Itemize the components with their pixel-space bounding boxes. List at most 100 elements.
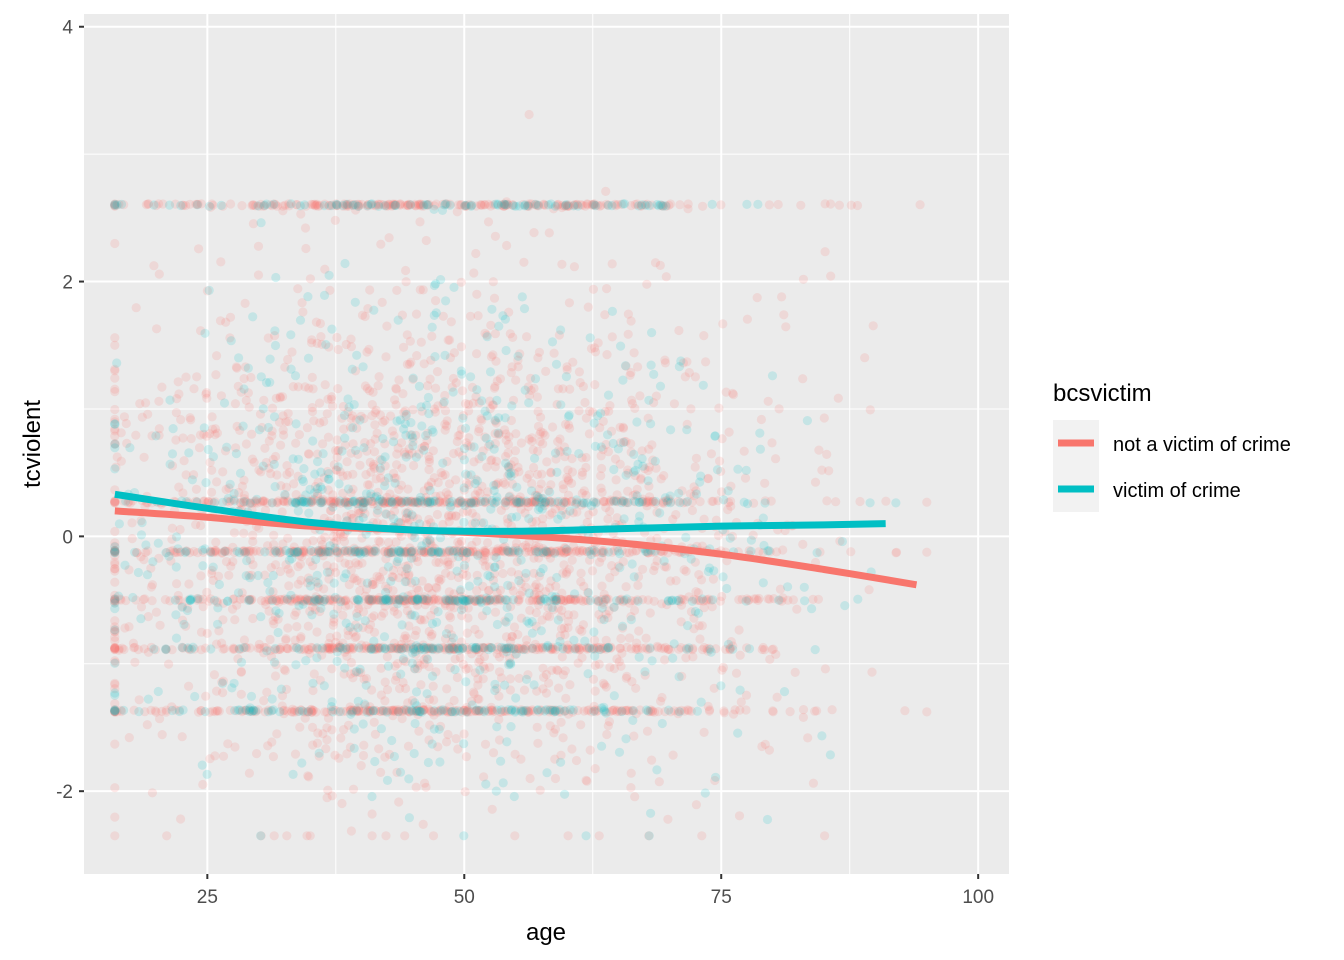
scatter-point: [308, 536, 318, 546]
grid-major: [84, 14, 1009, 874]
scatter-point: [434, 576, 444, 586]
scatter-point: [516, 496, 527, 506]
scatter-point: [116, 706, 127, 717]
scatter-point: [241, 439, 251, 449]
scatter-point: [553, 437, 563, 447]
scatter-point: [427, 322, 437, 332]
scatter-point: [195, 430, 205, 440]
scatter-point: [191, 520, 201, 530]
scatter-point: [256, 372, 266, 382]
scatter-point: [346, 565, 356, 575]
scatter-point: [687, 505, 698, 516]
scatter-point: [276, 481, 286, 491]
scatter-point: [681, 653, 691, 663]
scatter-point: [487, 497, 497, 507]
scatter-point: [303, 621, 313, 631]
scatter-point: [491, 547, 501, 557]
scatter-point: [707, 602, 717, 612]
scatter-point: [723, 639, 734, 650]
scatter-point: [413, 706, 423, 716]
scatter-point: [413, 593, 423, 603]
scatter-point: [501, 345, 511, 356]
scatter-point: [343, 626, 353, 636]
scatter-point: [380, 752, 390, 762]
scatter-point: [593, 200, 603, 210]
scatter-point: [513, 495, 523, 505]
scatter-point: [402, 576, 412, 587]
scatter-point: [665, 576, 676, 586]
scatter-point: [283, 623, 293, 633]
scatter-point: [563, 644, 573, 654]
scatter-point: [448, 387, 458, 397]
scatter-point: [282, 643, 292, 653]
scatter-point: [727, 531, 738, 542]
scatter-point: [268, 616, 278, 626]
scatter-point: [611, 201, 621, 211]
scatter-point: [846, 547, 856, 557]
scatter-point: [222, 596, 233, 606]
scatter-point: [290, 705, 300, 715]
scatter-point: [318, 497, 328, 507]
scatter-point: [196, 645, 206, 655]
scatter-point: [326, 497, 337, 507]
scatter-point: [465, 594, 475, 605]
scatter-point: [167, 645, 177, 655]
scatter-point: [807, 604, 817, 614]
scatter-point: [509, 791, 519, 802]
scatter-point: [486, 504, 496, 514]
scatter-point: [395, 200, 405, 210]
scatter-point: [502, 737, 512, 747]
scatter-point: [477, 611, 488, 621]
scatter-point: [377, 297, 387, 307]
scatter-point: [473, 550, 483, 561]
scatter-point: [237, 481, 247, 491]
scatter-point: [110, 431, 120, 441]
scatter-point: [590, 660, 601, 671]
scatter-point: [922, 707, 932, 717]
scatter-point: [440, 645, 450, 655]
scatter-point: [110, 577, 120, 587]
scatter-point: [484, 594, 494, 604]
scatter-point: [173, 377, 183, 387]
scatter-point: [484, 441, 494, 451]
scatter-point: [479, 772, 489, 782]
scatter-point: [246, 691, 257, 702]
scatter-point: [142, 720, 152, 730]
grid-minor: [84, 14, 1009, 874]
scatter-point: [499, 706, 509, 716]
scatter-point: [659, 644, 669, 654]
scatter-point: [323, 547, 333, 557]
scatter-point: [347, 513, 357, 524]
scatter-point: [376, 496, 386, 506]
scatter-point: [631, 644, 641, 655]
scatter-point: [834, 200, 845, 210]
scatter-point: [267, 694, 277, 704]
scatter-point: [652, 507, 662, 517]
scatter-point: [428, 681, 438, 691]
scatter-point: [448, 373, 458, 384]
scatter-point: [612, 497, 623, 507]
scatter-point: [528, 497, 538, 508]
scatter-point: [488, 277, 498, 287]
scatter-point: [338, 200, 348, 210]
scatter-point: [313, 643, 323, 653]
scatter-point: [132, 548, 142, 558]
scatter-point: [588, 284, 599, 294]
scatter-point: [476, 414, 486, 424]
scatter-point: [661, 272, 671, 282]
scatter-point: [465, 644, 475, 655]
scatter-point: [429, 595, 439, 605]
scatter-point: [688, 645, 698, 655]
scatter-point: [471, 201, 481, 211]
scatter-point: [481, 596, 492, 606]
scatter-point: [379, 632, 390, 642]
scatter-point: [507, 362, 517, 372]
scatter-point: [456, 585, 466, 595]
scatter-point: [496, 546, 506, 556]
scatter-point: [641, 633, 651, 643]
scatter-point: [210, 751, 220, 761]
scatter-point: [378, 596, 388, 606]
scatter-point: [492, 479, 502, 489]
scatter-point: [528, 445, 538, 455]
scatter-point: [387, 426, 397, 436]
